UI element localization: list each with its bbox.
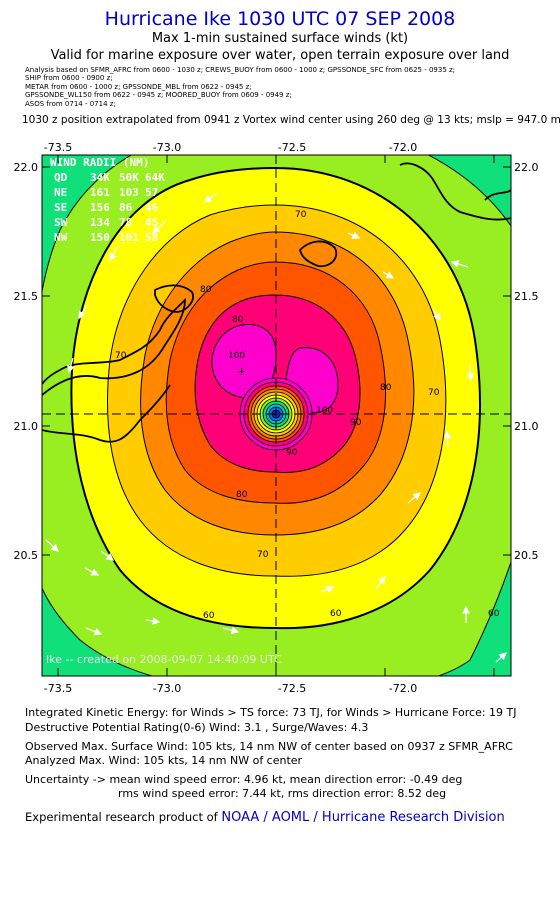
analysis-line: SHIP from 0600 - 0900 z; — [25, 74, 113, 83]
contour-labels: 60 60 60 70 70 70 70 80 80 80 80 90 90 1… — [115, 210, 500, 621]
x-tick-label: -73.5 — [44, 141, 72, 154]
contour-label: 70 — [257, 550, 269, 560]
y-tick-label: 20.5 — [14, 549, 39, 562]
x-axis-ticks — [57, 155, 495, 676]
radii-cell: 86 — [119, 201, 133, 214]
radii-cell: 101 — [119, 231, 139, 244]
x-tick-label: -72.0 — [389, 682, 417, 695]
radii-header-34k: 34K — [90, 171, 110, 184]
destructive-potential: Destructive Potential Rating(0-6) Wind: … — [25, 721, 369, 734]
radii-header-qd: QD — [54, 171, 68, 184]
uncertainty-rms: rms wind speed error: 7.44 kt, rms direc… — [118, 787, 447, 800]
contour-label: 60 — [488, 609, 500, 619]
analysis-sources: Analysis based on SFMR_AFRC from 0600 - … — [25, 66, 455, 108]
x-tick-label: -72.5 — [278, 141, 306, 154]
radii-cell: 78 — [119, 216, 132, 229]
radii-cell: SW — [54, 216, 68, 229]
radii-cell: 103 — [119, 186, 139, 199]
center-crosshair — [42, 155, 511, 676]
wind-arrows — [45, 192, 507, 663]
position-note: 1030 z position extrapolated from 0941 z… — [22, 114, 560, 126]
y-tick-label: 21.0 — [14, 420, 39, 433]
radii-header-50k: 50K — [119, 171, 139, 184]
wind-field: 60 60 60 70 70 70 70 80 80 80 80 90 90 1… — [42, 155, 511, 676]
analyzed-max-wind: Analyzed Max. Wind: 105 kts, 14 nm NW of… — [25, 754, 303, 767]
contour-label: 90 — [286, 448, 298, 458]
wind-radii-title: WIND RADII (NM) — [50, 156, 149, 169]
x-tick-label: -73.0 — [153, 141, 181, 154]
radii-cell: NE — [54, 186, 67, 199]
contour-label: 80 — [236, 490, 248, 500]
x-tick-label: -73.5 — [44, 682, 72, 695]
observed-max-wind: Observed Max. Surface Wind: 105 kts, 14 … — [25, 740, 513, 753]
radii-cell: 134 — [90, 216, 110, 229]
contour-label: 60 — [330, 609, 342, 619]
radii-cell: 46 — [145, 201, 159, 214]
radii-cell: 58 — [145, 231, 158, 244]
contour-label: 90 — [350, 418, 362, 428]
contour-label: 80 — [200, 285, 212, 295]
uncertainty-mean: Uncertainty -> mean wind speed error: 4.… — [25, 773, 463, 786]
radii-cell: NW — [54, 231, 68, 244]
y-tick-label: 22.0 — [514, 161, 539, 174]
ike-line: Integrated Kinetic Energy: for Winds > T… — [25, 706, 517, 719]
radii-cell: 45 — [145, 216, 158, 229]
map-subtitle: Max 1-min sustained surface winds (kt) — [151, 31, 409, 46]
y-tick-label: 20.5 — [514, 549, 539, 562]
analysis-line: Analysis based on SFMR_AFRC from 0600 - … — [25, 66, 456, 74]
x-tick-label: -73.0 — [153, 682, 181, 695]
y-tick-label: 22.0 — [14, 161, 39, 174]
radii-cell: 57 — [145, 186, 158, 199]
radii-cell: SE — [54, 201, 67, 214]
max-wind-marker: + — [237, 365, 246, 378]
analysis-line: GPSSONDE_WL150 from 0622 - 0945 z; MOORE… — [25, 91, 292, 100]
hrd-link[interactable]: NOAA / AOML / Hurricane Research Divisio… — [221, 810, 505, 825]
validity-note: Valid for marine exposure over water, op… — [50, 48, 510, 63]
radii-cell: 161 — [90, 186, 110, 199]
radii-cell: 150 — [90, 231, 110, 244]
contour-label: 70 — [295, 210, 307, 220]
contour-label: 100 — [316, 406, 333, 416]
wind-radii-table: WIND RADII (NM) QD 34K 50K 64K NE 161 10… — [50, 156, 165, 244]
axis-labels: -73.5 -73.0 -72.5 -72.0 -73.5 -73.0 -72.… — [14, 141, 539, 695]
analysis-line: ASOS from 0714 - 0714 z; — [25, 99, 116, 108]
product-credit: Experimental research product of NOAA / … — [25, 810, 505, 825]
contour-label: 100 — [228, 351, 245, 361]
land-outlines — [42, 162, 511, 443]
contour-label: 70 — [115, 351, 127, 361]
product-prefix: Experimental research product of — [25, 810, 222, 824]
x-tick-label: -72.5 — [278, 682, 306, 695]
y-tick-label: 21.5 — [514, 290, 539, 303]
contour-label: 80 — [232, 315, 244, 325]
y-tick-label: 21.0 — [514, 420, 539, 433]
y-axis-ticks — [42, 166, 511, 556]
wind-map: 60 60 60 70 70 70 70 80 80 80 80 90 90 1… — [14, 141, 539, 695]
x-tick-label: -72.0 — [389, 141, 417, 154]
contour-label: 80 — [380, 383, 392, 393]
radii-cell: 156 — [90, 201, 110, 214]
contour-label: 70 — [428, 388, 440, 398]
analysis-line: METAR from 0600 - 1000 z; GPSSONDE_MBL f… — [25, 82, 252, 91]
creation-watermark: Ike -- created on 2008-09-07 14:40:09 UT… — [46, 653, 282, 666]
page-title: Hurricane Ike 1030 UTC 07 SEP 2008 — [104, 8, 456, 30]
radii-header-64k: 64K — [145, 171, 165, 184]
y-tick-label: 21.5 — [14, 290, 39, 303]
contour-label: 60 — [203, 611, 215, 621]
